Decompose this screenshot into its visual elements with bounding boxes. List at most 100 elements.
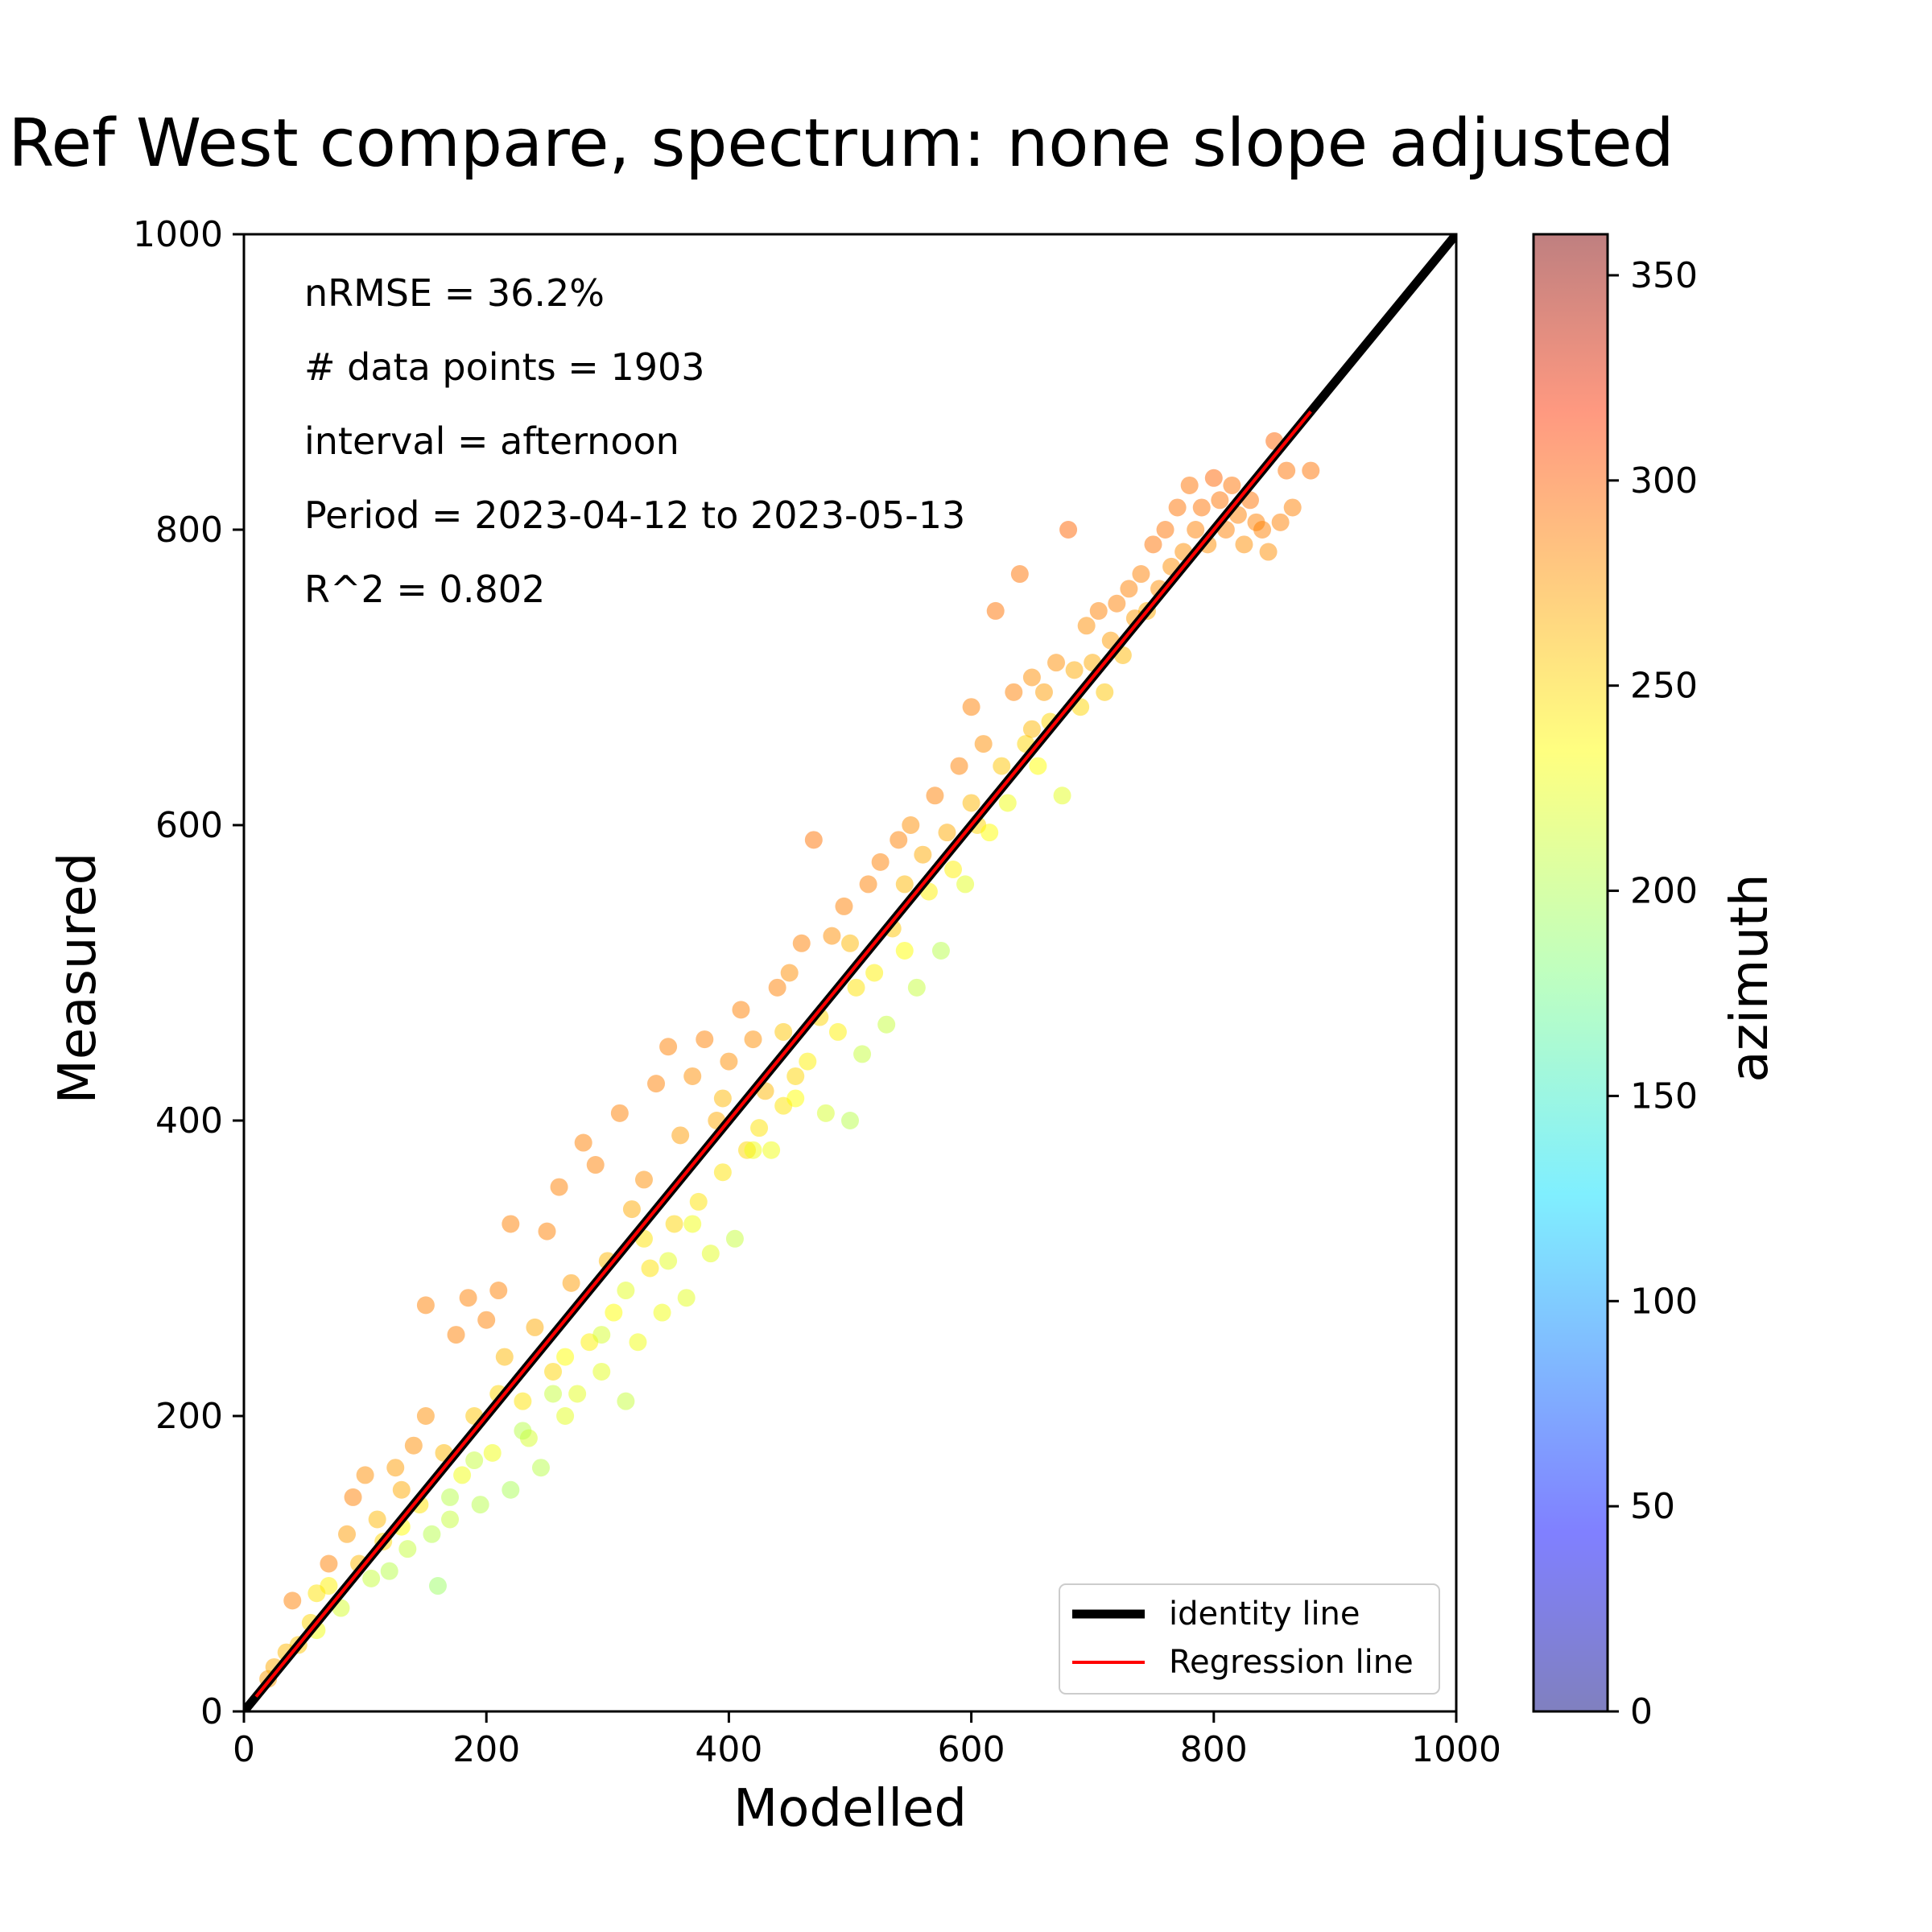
scatter-point (562, 1274, 580, 1292)
scatter-point (774, 1022, 793, 1041)
scatter-point (677, 1289, 696, 1307)
scatter-point (713, 1163, 732, 1182)
scatter-point (1022, 668, 1041, 687)
scatter-point (931, 941, 950, 960)
scatter-point (531, 1459, 550, 1477)
scatter-point (683, 1215, 702, 1233)
scatter-point (1259, 543, 1278, 561)
scatter-point (1077, 617, 1096, 635)
scatter-point (398, 1540, 417, 1558)
scatter-point (368, 1510, 386, 1529)
scatter-point (1108, 594, 1126, 613)
scatter-point (477, 1311, 496, 1329)
scatter-point (647, 1075, 666, 1093)
scatter-point (792, 934, 811, 952)
scatter-point (1283, 498, 1302, 517)
regression-line (254, 410, 1312, 1698)
scatter-point (483, 1443, 502, 1462)
scatter-point (428, 1577, 447, 1596)
colorbar-tick-label: 150 (1630, 1075, 1698, 1117)
scatter-point (622, 1200, 641, 1219)
scatter-point (744, 1141, 762, 1159)
scatter-point (514, 1392, 532, 1410)
scatter-point (592, 1362, 611, 1381)
scatter-point (1180, 476, 1199, 494)
scatter-point (441, 1510, 460, 1529)
scatter-point (605, 1303, 623, 1322)
scatter-point (1120, 580, 1138, 598)
legend-box (1059, 1583, 1440, 1695)
x-tick-label: 400 (695, 1729, 762, 1770)
scatter-point (907, 978, 926, 997)
scatter-point (689, 1192, 708, 1211)
scatter-point (816, 1104, 835, 1122)
colorbar-tick-label: 350 (1630, 255, 1698, 296)
chart-title: Ref West compare, spectrum: none slope a… (8, 105, 1674, 182)
scatter-point (720, 1052, 738, 1071)
scatter-point (1192, 498, 1211, 517)
scatter-point (1278, 461, 1296, 480)
scatter-point (823, 927, 841, 945)
scatter-point (629, 1333, 647, 1352)
colorbar-tick-label: 100 (1630, 1281, 1698, 1322)
scatter-point (574, 1133, 592, 1152)
colorbar-tick-label: 300 (1630, 460, 1698, 502)
scatter-point (1065, 661, 1084, 679)
scatter-point (550, 1178, 568, 1196)
colorbar-gradient (1534, 234, 1608, 1711)
x-tick-label: 600 (938, 1729, 1005, 1770)
scatter-point (416, 1296, 435, 1315)
scatter-point (1253, 521, 1272, 539)
legend-label-regression: Regression line (1169, 1644, 1414, 1681)
colorbar-tick-label: 200 (1630, 871, 1698, 912)
scatter-point (641, 1259, 659, 1278)
scatter-point (1034, 683, 1053, 701)
annotation-nrmse: nRMSE = 36.2% (304, 271, 605, 315)
scatter-point (895, 941, 914, 960)
scatter-point (1053, 786, 1071, 805)
y-axis: 0 200 400 600 800 1000 (133, 214, 244, 1732)
scatter-point (356, 1466, 374, 1484)
annotation-interval: interval = afternoon (304, 419, 679, 463)
scatter-point (828, 1022, 847, 1041)
scatter-point (732, 1001, 750, 1019)
scatter-point (701, 1245, 720, 1263)
scatter-point (441, 1488, 460, 1506)
scatter-point (750, 1119, 769, 1137)
scatter-point (544, 1362, 563, 1381)
scatter-point (362, 1569, 381, 1587)
x-tick-label: 1000 (1411, 1729, 1501, 1770)
scatter-point (538, 1222, 556, 1241)
scatter-points (259, 431, 1320, 1688)
scatter-point (956, 875, 975, 894)
scatter-point (320, 1554, 338, 1573)
scatter-point (974, 735, 993, 753)
scatter-point (762, 1141, 781, 1159)
scatter-point (610, 1104, 629, 1122)
scatter-point (495, 1348, 514, 1366)
scatter-point (617, 1282, 635, 1300)
colorbar-tick-label: 250 (1630, 666, 1698, 707)
scatter-point (344, 1488, 362, 1506)
scatter-point (1047, 654, 1066, 672)
y-tick-label: 600 (155, 805, 223, 846)
scatter-point (586, 1156, 605, 1174)
scatter-point (416, 1407, 435, 1425)
scatter-point (780, 964, 799, 982)
scatter-point (386, 1459, 405, 1477)
x-tick-label: 800 (1180, 1729, 1248, 1770)
scatter-point (1211, 491, 1229, 510)
scatter-point (659, 1038, 678, 1056)
scatter-point (835, 897, 853, 915)
scatter-point (859, 875, 877, 894)
scatter-point (853, 1045, 872, 1063)
x-tick-label: 0 (233, 1729, 255, 1770)
scatter-point (617, 1392, 635, 1410)
annotation-data-points: # data points = 1903 (304, 345, 705, 389)
scatter-point (1223, 476, 1241, 494)
scatter-point (841, 1112, 859, 1129)
x-tick-label: 200 (452, 1729, 520, 1770)
scatter-point (465, 1451, 484, 1470)
scatter-point (489, 1282, 508, 1300)
